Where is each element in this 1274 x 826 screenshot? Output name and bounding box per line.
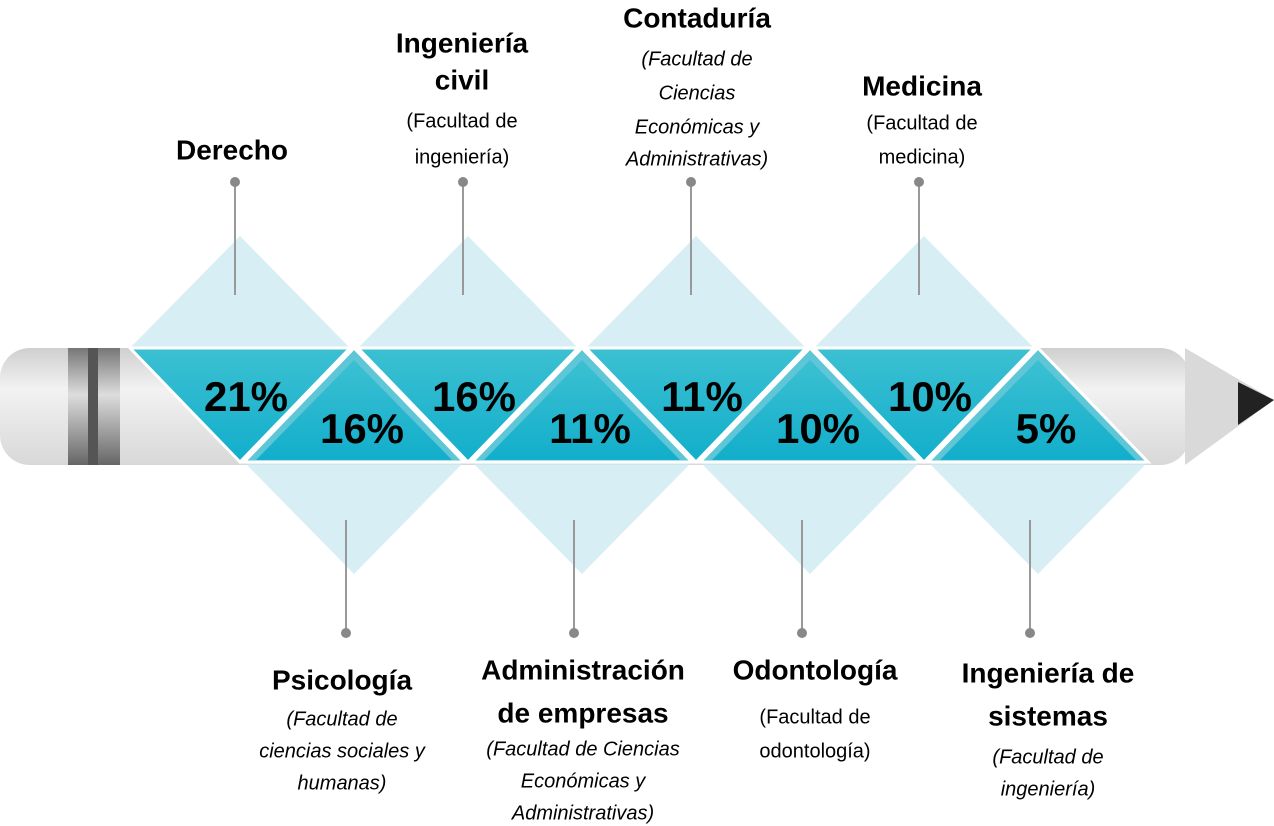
dark-triangle — [810, 346, 1038, 465]
percent: 21% — [204, 373, 288, 420]
connector-dot — [569, 628, 579, 638]
item-name: Odontología — [733, 654, 898, 685]
connector-dot — [230, 177, 240, 187]
dark-triangle — [582, 346, 810, 465]
percent: 16% — [320, 405, 404, 452]
connector-dot — [914, 177, 924, 187]
percent: 11% — [549, 405, 631, 452]
labels: Derecho 21% Ingeniería civil (Facultad de ing… — [176, 2, 1134, 824]
diamonds — [126, 236, 1152, 574]
item-name: sistemas — [988, 700, 1108, 731]
percent: 10% — [776, 405, 860, 452]
dark-triangle — [712, 360, 908, 460]
dark-triangle — [940, 360, 1136, 460]
item-faculty: (Facultad de — [641, 48, 752, 70]
item-faculty: (Facultad de — [759, 706, 870, 728]
ferrule-band — [88, 348, 98, 465]
connector-dot — [686, 177, 696, 187]
pencil-lead — [1238, 382, 1274, 425]
item-name: Derecho — [176, 134, 288, 165]
item-faculty: ciencias sociales y — [259, 740, 426, 762]
percent: 5% — [1016, 405, 1077, 452]
dark-triangle — [354, 346, 582, 465]
item-faculty: odontología) — [759, 740, 870, 762]
item-faculty: Económicas y — [635, 116, 760, 138]
connector-dot — [341, 628, 351, 638]
connector-dot — [458, 177, 468, 187]
item-faculty: (Facultad de — [286, 708, 397, 730]
dark-triangle — [126, 346, 354, 465]
connector-dot — [797, 628, 807, 638]
pencil-tip — [1185, 348, 1274, 465]
item-faculty: Administrativas) — [511, 802, 654, 824]
connector-dot — [1025, 628, 1035, 638]
item-name: Medicina — [862, 70, 982, 101]
item-faculty: humanas) — [298, 772, 387, 794]
percent: 16% — [432, 373, 516, 420]
item-faculty: Administrativas) — [625, 148, 768, 170]
item-name: Administración — [481, 654, 685, 685]
item-faculty: (Facultad de — [406, 110, 517, 132]
item-faculty: ingeniería) — [415, 146, 510, 168]
item-name: de empresas — [497, 697, 668, 728]
item-name: Psicología — [272, 664, 412, 695]
item-name: Contaduría — [623, 2, 771, 33]
percent: 11% — [661, 373, 743, 420]
item-name: Ingeniería de — [962, 657, 1135, 688]
item-name: Ingeniería — [396, 27, 529, 58]
item-faculty: (Facultad de — [992, 746, 1103, 768]
item-faculty: (Facultad de Ciencias — [486, 738, 679, 760]
item-faculty: Ciencias — [659, 82, 736, 104]
item-faculty: (Facultad de — [866, 112, 977, 134]
dark-triangle — [256, 360, 452, 460]
item-name: civil — [435, 64, 489, 95]
item-faculty: Económicas y — [521, 770, 646, 792]
item-faculty: medicina) — [879, 146, 966, 168]
percent: 10% — [888, 373, 972, 420]
item-faculty: ingeniería) — [1001, 778, 1096, 800]
dark-triangle — [484, 360, 680, 460]
